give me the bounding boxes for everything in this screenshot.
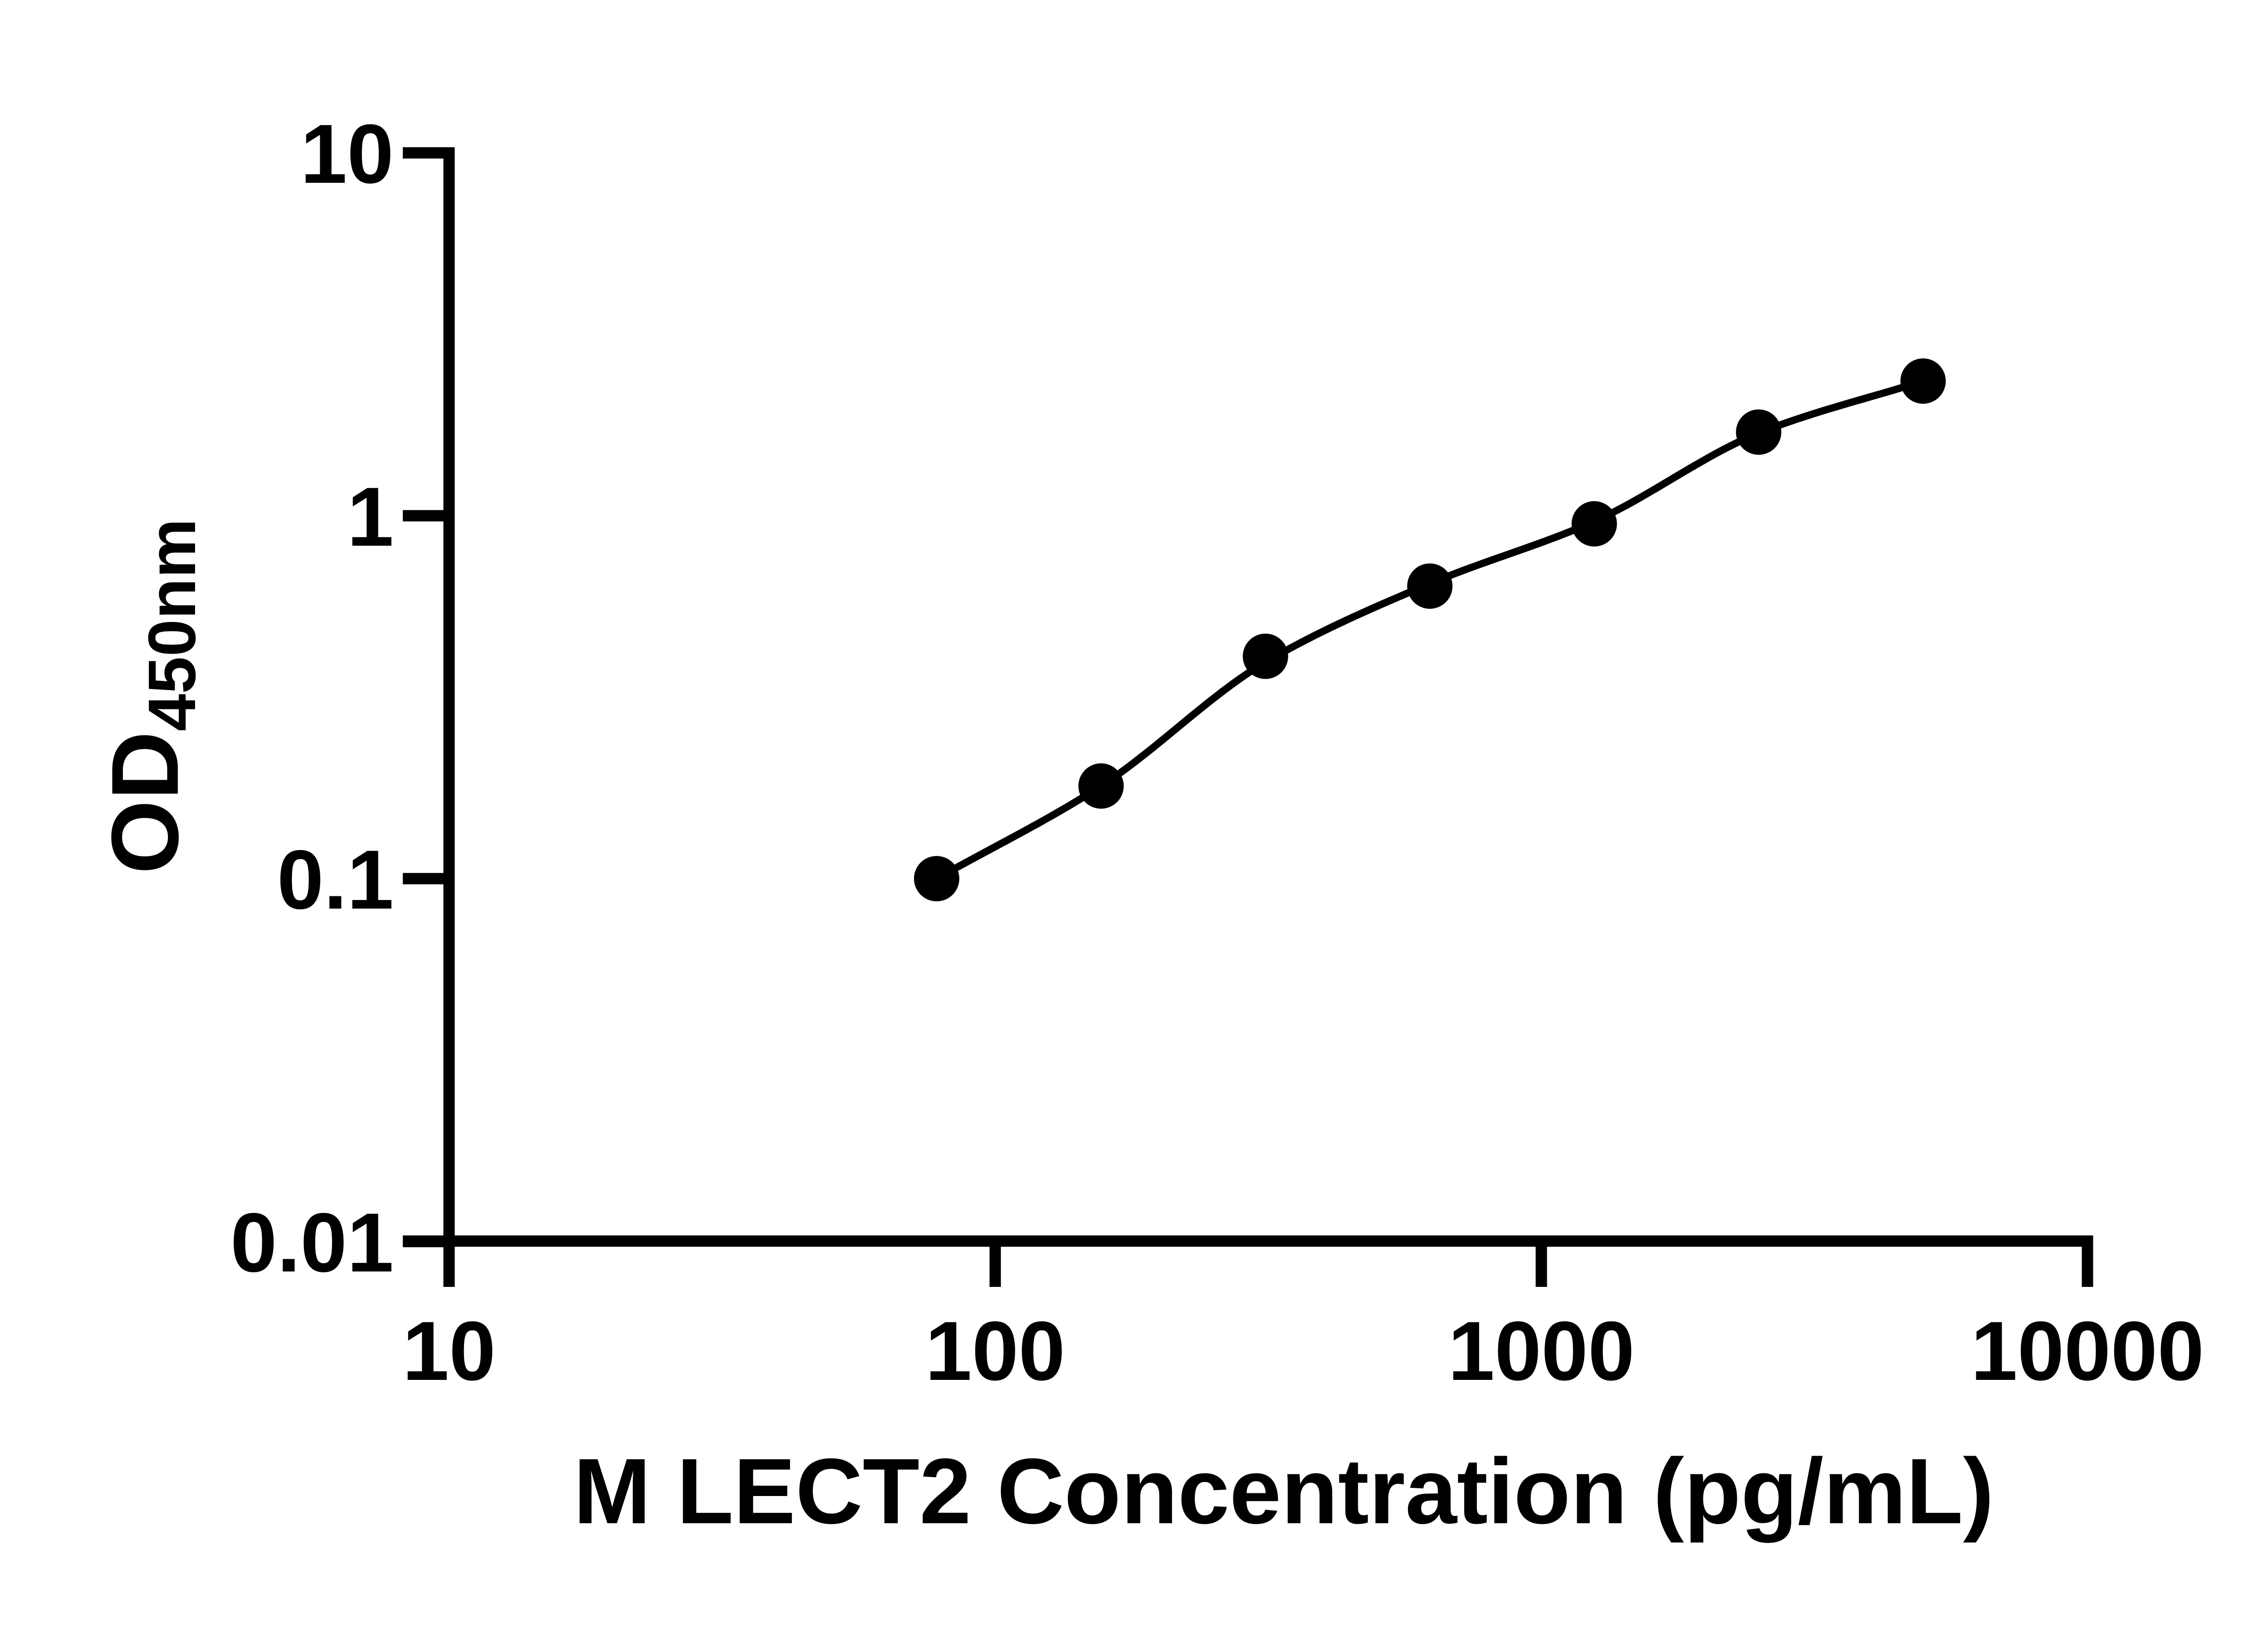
data-point: [1407, 563, 1453, 609]
data-point: [914, 856, 959, 901]
x-tick-label: 1000: [1448, 1305, 1635, 1398]
data-point: [1571, 501, 1617, 547]
x-tick-label: 10000: [1971, 1305, 2204, 1398]
x-axis-title: M LECT2 Concentration (pg/mL): [573, 1439, 1994, 1543]
y-axis-title-subscript: 450nm: [135, 518, 210, 731]
data-point: [1242, 633, 1288, 679]
data-point: [1900, 358, 1946, 404]
y-axis-title-main: OD: [92, 731, 198, 874]
y-tick-label: 0.01: [230, 1196, 394, 1290]
y-tick-label: 1: [347, 470, 394, 564]
y-tick-label: 10: [300, 108, 394, 201]
data-point: [1736, 409, 1782, 455]
x-tick-label: 10: [402, 1305, 496, 1398]
data-point: [1078, 763, 1124, 809]
x-tick-label: 100: [925, 1305, 1066, 1398]
y-tick-label: 0.1: [277, 833, 394, 927]
fit-curve-line: [935, 377, 1924, 882]
y-axis-title: OD450nm: [92, 518, 210, 874]
